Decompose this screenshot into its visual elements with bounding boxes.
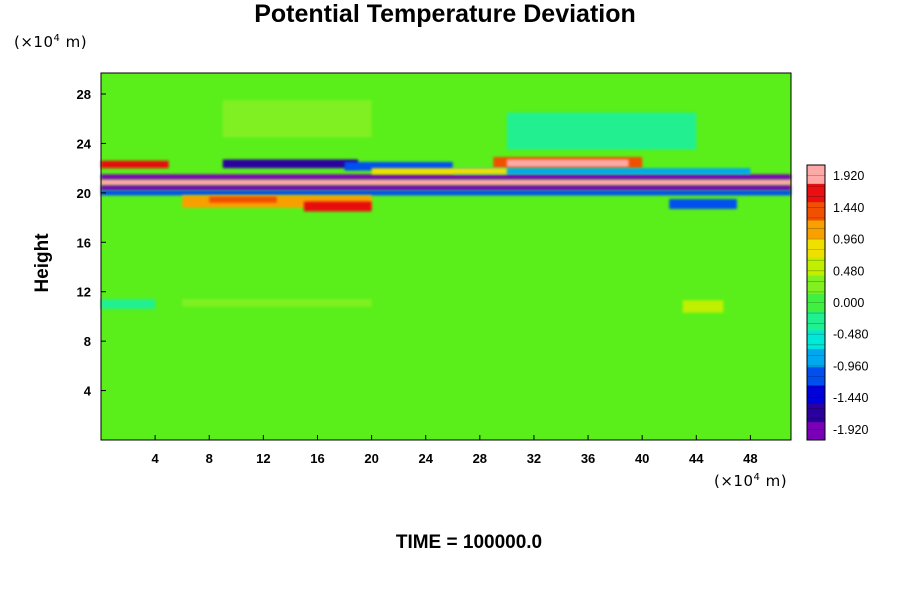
colorbar-tick-label: 1.920 <box>833 169 864 183</box>
x-tick-label: 48 <box>743 451 757 466</box>
x-tick-label: 32 <box>527 451 541 466</box>
x-tick-label: 12 <box>256 451 270 466</box>
y-tick-label: 28 <box>77 87 91 102</box>
x-tick-label: 16 <box>310 451 324 466</box>
heatmap-feature <box>669 199 737 209</box>
chart-title: Potential Temperature Deviation <box>254 0 636 28</box>
colorbar-tick-label: 0.480 <box>833 264 864 278</box>
heatmap-feature <box>101 190 791 196</box>
colorbar-segment <box>807 385 825 404</box>
y-tick-label: 20 <box>77 186 91 201</box>
y-axis-unit: (×104 m) <box>14 33 87 51</box>
heatmap-feature <box>506 159 629 167</box>
colorbar-segment <box>807 275 825 294</box>
heatmap-feature <box>506 112 697 150</box>
colorbar-tick-label: -0.480 <box>833 328 868 342</box>
heatmap-feature <box>209 196 277 203</box>
colorbar-segment <box>807 256 825 276</box>
colorbar-tick-label: 0.960 <box>833 233 864 247</box>
colorbar-segment <box>807 366 825 386</box>
heatmap-plot-area <box>100 72 792 441</box>
colorbar-tick-label: -1.440 <box>833 391 868 405</box>
colorbar-segment <box>807 348 825 368</box>
x-tick-label: 40 <box>635 451 649 466</box>
colorbar-frame <box>806 164 826 441</box>
y-tick-label: 24 <box>77 136 92 151</box>
colorbar-segment <box>807 165 825 184</box>
colorbar-tick-label: 0.000 <box>833 296 864 310</box>
colorbar: 1.920 1.440 0.960 0.480 0.000 -0.480 -0.960 -1.… <box>806 164 868 441</box>
x-unit-suffix: m) <box>760 472 788 490</box>
colorbar-tick-label: 1.440 <box>833 201 864 215</box>
y-unit-prefix: (×10 <box>14 33 54 51</box>
x-tick-label: 24 <box>418 451 433 466</box>
x-tick-label: 28 <box>473 451 487 466</box>
colorbar-segment <box>807 183 825 203</box>
y-unit-exponent: 4 <box>53 33 61 44</box>
heatmap-feature <box>344 161 453 171</box>
colorbar-segment <box>807 238 825 258</box>
x-axis-unit: (×104 m) <box>714 472 787 490</box>
heatmap-feature <box>222 159 359 169</box>
y-unit-suffix: m) <box>60 33 88 51</box>
time-label: TIME = 100000.0 <box>395 532 543 553</box>
x-tick-label: 4 <box>152 451 160 466</box>
heatmap-feature <box>182 299 372 307</box>
heatmap-feature <box>303 201 372 212</box>
heatmap-feature <box>371 168 507 175</box>
y-tick-label: 4 <box>84 384 92 399</box>
colorbar-segment <box>807 201 825 221</box>
y-tick-label: 8 <box>84 334 91 349</box>
y-tick-label: 16 <box>77 235 91 250</box>
colorbar-tick-label: -0.960 <box>833 359 868 373</box>
x-unit-exponent: 4 <box>753 472 761 483</box>
colorbar-segment <box>807 421 825 441</box>
y-tick-label: 12 <box>77 285 91 300</box>
colorbar-segment <box>807 220 825 239</box>
colorbar-segment <box>807 293 825 313</box>
x-tick-label: 20 <box>364 451 378 466</box>
x-tick-label: 44 <box>689 451 704 466</box>
heatmap-feature <box>101 160 169 169</box>
heatmap-feature <box>101 299 156 310</box>
heatmap-feature <box>101 174 791 180</box>
colorbar-segment <box>807 403 825 423</box>
colorbar-segment <box>807 330 825 349</box>
x-unit-prefix: (×10 <box>714 472 754 490</box>
heatmap-feature <box>101 179 791 186</box>
colorbar-segment <box>807 311 825 331</box>
x-tick-label: 8 <box>206 451 213 466</box>
x-tick-label: 36 <box>581 451 595 466</box>
heatmap-feature <box>682 300 724 313</box>
plot-frame <box>100 72 792 441</box>
colorbar-tick-label: -1.920 <box>833 423 868 437</box>
heatmap-feature <box>101 185 791 191</box>
heatmap-feature <box>452 168 751 175</box>
heatmap-feature <box>222 100 372 138</box>
